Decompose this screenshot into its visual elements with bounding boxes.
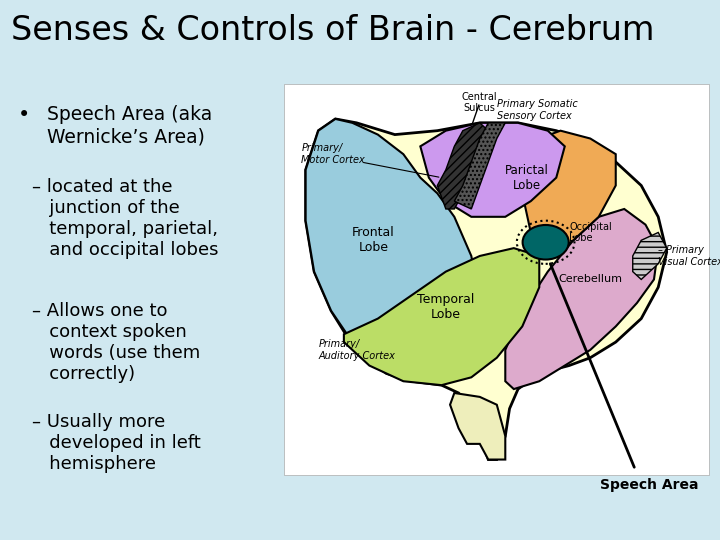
Text: Temporal
Lobe: Temporal Lobe <box>417 293 474 321</box>
Text: •: • <box>18 105 30 125</box>
Text: Primary/
Auditory Cortex: Primary/ Auditory Cortex <box>318 339 395 361</box>
Text: Primary/
Motor Cortex: Primary/ Motor Cortex <box>302 144 365 165</box>
Text: Speech Area: Speech Area <box>600 478 699 492</box>
Polygon shape <box>522 131 616 256</box>
Text: Occipital
Lobe: Occipital Lobe <box>569 221 612 243</box>
Text: – located at the
   junction of the
   temporal, parietal,
   and occipital lobe: – located at the junction of the tempora… <box>32 178 219 259</box>
Polygon shape <box>305 119 480 381</box>
Polygon shape <box>454 123 505 209</box>
Polygon shape <box>305 119 667 460</box>
Text: – Primary
Visual Cortex: – Primary Visual Cortex <box>658 245 720 267</box>
Polygon shape <box>505 209 658 389</box>
FancyBboxPatch shape <box>284 84 709 475</box>
Polygon shape <box>344 248 539 385</box>
Text: Speech Area (aka
Wernicke’s Area): Speech Area (aka Wernicke’s Area) <box>47 105 212 146</box>
Text: Primary Somatic
Sensory Cortex: Primary Somatic Sensory Cortex <box>497 99 577 121</box>
Polygon shape <box>420 123 564 217</box>
Text: – Allows one to
   context spoken
   words (use them
   correctly): – Allows one to context spoken words (us… <box>32 302 201 383</box>
Polygon shape <box>450 393 505 460</box>
Text: Cerebellum: Cerebellum <box>558 274 622 285</box>
Polygon shape <box>437 123 488 209</box>
Text: Senses & Controls of Brain - Cerebrum: Senses & Controls of Brain - Cerebrum <box>11 14 654 46</box>
Text: Parictal
Lobe: Parictal Lobe <box>505 164 549 192</box>
Circle shape <box>523 225 569 260</box>
Text: Central
Sulcus: Central Sulcus <box>462 91 498 113</box>
Text: Frontal
Lobe: Frontal Lobe <box>352 226 395 254</box>
Polygon shape <box>633 232 667 280</box>
Text: – Usually more
   developed in left
   hemisphere: – Usually more developed in left hemisph… <box>32 413 201 472</box>
